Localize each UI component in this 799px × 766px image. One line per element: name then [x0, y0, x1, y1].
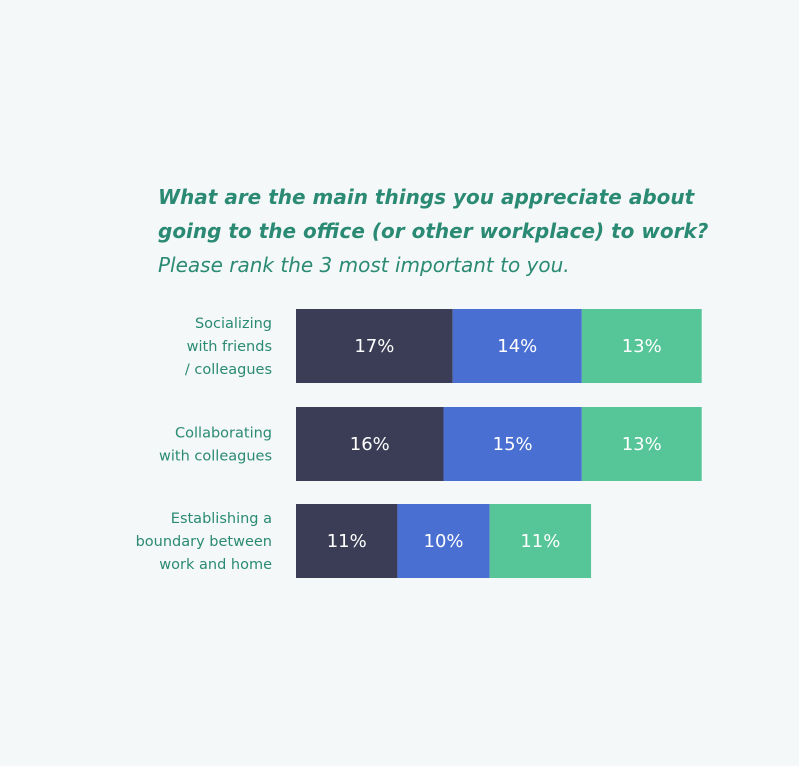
- bar-segment: [489, 504, 592, 578]
- category-label-line: Establishing a: [171, 511, 272, 527]
- chart-title-line-1: What are the main things you appreciate …: [158, 185, 695, 209]
- data-label: 11%: [520, 531, 560, 552]
- category-label-line: Collaborating: [175, 426, 272, 442]
- data-label: 15%: [493, 434, 533, 455]
- category-label-line: with friends: [187, 339, 272, 355]
- bar-segment: [581, 309, 702, 383]
- category-label-line: with colleagues: [159, 449, 272, 465]
- data-label: 11%: [327, 531, 367, 552]
- category-label-line: boundary between: [136, 534, 272, 550]
- data-label: 13%: [622, 336, 662, 357]
- data-label: 17%: [354, 336, 394, 357]
- bar-segment: [452, 309, 582, 383]
- category-label: Collaborating with colleagues: [159, 426, 272, 465]
- category-label-line: work and home: [159, 557, 272, 573]
- bar-segment: [296, 309, 453, 383]
- data-label: 13%: [622, 434, 662, 455]
- bar-segment: [443, 407, 582, 481]
- category-label: Establishing a boundary between work and h…: [136, 511, 272, 573]
- category-label-line: Socializing: [195, 316, 272, 332]
- bar-segment: [296, 407, 444, 481]
- data-label: 14%: [497, 336, 537, 357]
- chart-title-block: What are the main things you appreciate …: [158, 180, 738, 282]
- category-label-line: / colleagues: [185, 362, 272, 378]
- category-label: Socializing with friends / colleagues: [185, 316, 272, 378]
- bar-segment: [397, 504, 490, 578]
- data-label: 16%: [350, 434, 390, 455]
- bar-segment: [296, 504, 398, 578]
- bar-segment: [581, 407, 702, 481]
- chart-subtitle: Please rank the 3 most important to you.: [158, 253, 570, 277]
- data-label: 10%: [424, 531, 464, 552]
- chart-title-line-2: going to the office (or other workplace)…: [158, 219, 709, 243]
